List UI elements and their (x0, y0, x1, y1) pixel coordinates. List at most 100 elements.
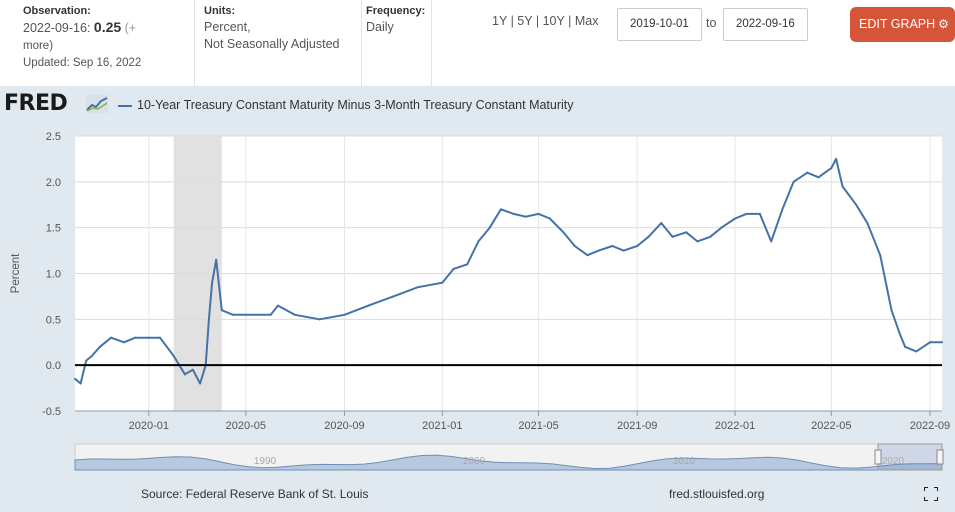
data-point (98, 345, 101, 348)
chart-svg: -0.5 0.0 0.5 1.0 1.5 2.0 2.5 2020-01 2020-05 2020… (10, 131, 950, 471)
data-point (890, 309, 893, 312)
data-point (841, 185, 844, 188)
units-panel: Units: Percent, Not Seasonally Adjusted (204, 0, 362, 86)
data-point (734, 217, 737, 220)
navigator-area (74, 454, 943, 471)
fred-chart-icon (86, 95, 108, 113)
y-tick-label: 2.5 (46, 131, 61, 143)
data-point (172, 355, 175, 357)
y-tick-label: 0.0 (46, 360, 61, 372)
data-point (709, 235, 712, 238)
data-point (466, 263, 469, 266)
data-point (293, 313, 296, 316)
data-point (855, 203, 858, 206)
units-line-1: Percent, (204, 20, 251, 34)
navigator-label: 2010 (673, 456, 696, 467)
range-10y[interactable]: 10Y (542, 14, 565, 28)
frequency-panel: Frequency: Daily (366, 0, 432, 86)
data-point (745, 212, 748, 215)
observation-panel: Observation: 2022-09-16: 0.25 (+ more) U… (23, 0, 195, 86)
y-tick-label: 2.0 (46, 177, 61, 189)
updated-text: Updated: Sep 16, 2022 (23, 57, 142, 69)
navigator-handle-right (936, 449, 944, 465)
data-point (671, 235, 674, 238)
data-point (343, 313, 346, 316)
data-point (622, 249, 625, 252)
x-tick-label: 2022-05 (811, 420, 851, 432)
data-point (199, 382, 202, 385)
x-tick-label: 2021-01 (422, 420, 462, 432)
data-point (452, 267, 455, 270)
data-point (79, 382, 82, 385)
legend-entry[interactable]: 10-Year Treasury Constant Maturity Minus… (118, 98, 574, 112)
units-line-2: Not Seasonally Adjusted (204, 37, 340, 51)
data-point (232, 313, 235, 316)
data-point (792, 180, 795, 183)
data-point (806, 171, 809, 174)
more-link[interactable]: more) (23, 40, 54, 52)
data-point (134, 336, 137, 339)
x-tick-label: 2020-01 (129, 420, 169, 432)
data-point (866, 222, 869, 225)
data-point (392, 295, 395, 298)
data-point (207, 318, 210, 321)
data-point (770, 240, 773, 243)
site-link[interactable]: fred.stlouisfed.org (669, 487, 765, 501)
edit-graph-button[interactable]: EDIT GRAPH ⚙ (850, 7, 955, 42)
data-point (647, 235, 650, 238)
data-point (898, 332, 901, 335)
navigator-selection (877, 443, 943, 471)
x-tick-label: 2021-05 (518, 420, 558, 432)
data-point (416, 286, 419, 289)
data-point (499, 208, 502, 211)
data-point (183, 373, 186, 376)
data-point (696, 240, 699, 243)
data-point (758, 212, 761, 215)
data-point (488, 226, 491, 229)
range-selector: 1Y | 5Y | 10Y | Max (492, 14, 598, 28)
navigator-label: 2020 (882, 456, 905, 467)
data-point (548, 217, 551, 220)
data-point (211, 281, 214, 284)
data-point (611, 245, 614, 247)
data-point (830, 167, 833, 170)
legend-label: 10-Year Treasury Constant Maturity Minus… (137, 98, 574, 112)
data-point (276, 304, 279, 307)
navigator-label: 1990 (254, 456, 277, 467)
fred-logo[interactable]: FRED (4, 91, 68, 116)
data-point (835, 157, 838, 160)
data-point (477, 240, 480, 243)
range-sep: | (535, 14, 540, 28)
x-tick-label: 2022-09 (910, 420, 950, 432)
y-tick-label: 1.5 (46, 223, 61, 235)
units-label: Units: (204, 5, 236, 17)
start-date-input[interactable]: 2019-10-01 (617, 8, 702, 41)
data-point (159, 336, 162, 339)
data-point (817, 176, 820, 179)
range-1y[interactable]: 1Y (492, 14, 508, 28)
fullscreen-icon[interactable] (924, 487, 938, 501)
y-tick-label: -0.5 (42, 406, 61, 418)
data-point (220, 309, 223, 312)
end-date-input[interactable]: 2022-09-16 (723, 8, 808, 41)
data-point (941, 341, 943, 344)
data-point (586, 254, 589, 257)
data-point (928, 341, 931, 344)
data-point (90, 355, 93, 357)
range-5y[interactable]: 5Y (517, 14, 533, 28)
range-max[interactable]: Max (574, 14, 599, 28)
data-point (191, 368, 194, 371)
navigator-handle-left (874, 449, 882, 465)
y-tick-label: 1.0 (46, 269, 61, 281)
data-point (685, 231, 688, 234)
data-point (269, 313, 272, 316)
data-point (720, 226, 723, 229)
data-point (915, 350, 918, 353)
observation-date: 2022-09-16: (23, 21, 91, 35)
data-point (660, 222, 663, 225)
range-sep: | (568, 14, 572, 28)
navigator-label: 2000 (463, 456, 486, 467)
gear-icon: ⚙ (938, 17, 949, 31)
data-point (244, 313, 247, 316)
more-link-open[interactable]: (+ (124, 21, 137, 35)
